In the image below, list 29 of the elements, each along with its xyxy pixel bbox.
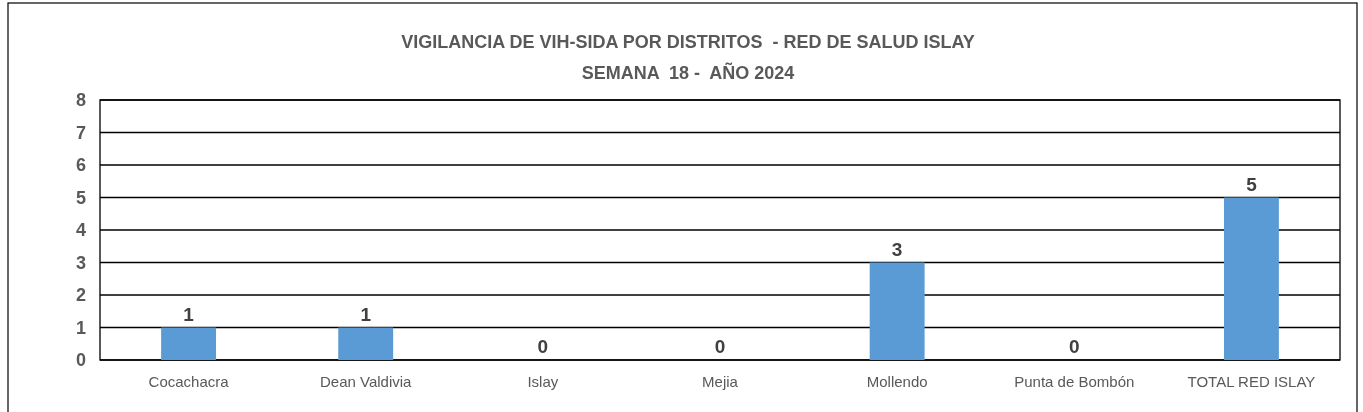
- data-label: 5: [1246, 173, 1258, 195]
- bar: [869, 262, 925, 360]
- y-tick-label: 5: [75, 187, 86, 208]
- x-tick-label: TOTAL RED ISLAY: [1187, 372, 1316, 390]
- y-tick-label: 6: [75, 155, 86, 176]
- y-tick-label: 1: [75, 317, 86, 338]
- data-label: 0: [537, 336, 549, 357]
- y-tick-label: 3: [75, 252, 86, 273]
- data-label: 0: [1069, 336, 1080, 357]
- chart-subtitle: SEMANA 18 - AÑO 2024: [581, 62, 795, 83]
- y-tick-label: 0: [75, 350, 86, 371]
- data-label: 1: [183, 303, 195, 325]
- bar: [338, 327, 394, 360]
- data-label: 1: [360, 303, 372, 325]
- y-tick-label: 2: [75, 285, 86, 306]
- x-tick-label: Cocachacra: [148, 372, 230, 390]
- chart-title: VIGILANCIA DE VIH-SIDA POR DISTRITOS - RED DE SALUD ISLAY: [401, 32, 975, 52]
- x-tick-label: Mollendo: [866, 372, 928, 390]
- data-label: 0: [714, 336, 726, 357]
- x-tick-label: Mejia: [702, 372, 739, 390]
- x-tick-label: Islay: [527, 372, 559, 390]
- bar: [161, 327, 217, 360]
- x-tick-label: Punta de Bombón: [1014, 372, 1135, 390]
- x-tick-label: Dean Valdivia: [319, 372, 413, 390]
- data-label: 3: [891, 238, 903, 260]
- bar: [1223, 197, 1279, 360]
- y-tick-label: 4: [75, 220, 86, 241]
- y-tick-label: 8: [75, 90, 86, 111]
- y-tick-label: 7: [75, 122, 86, 143]
